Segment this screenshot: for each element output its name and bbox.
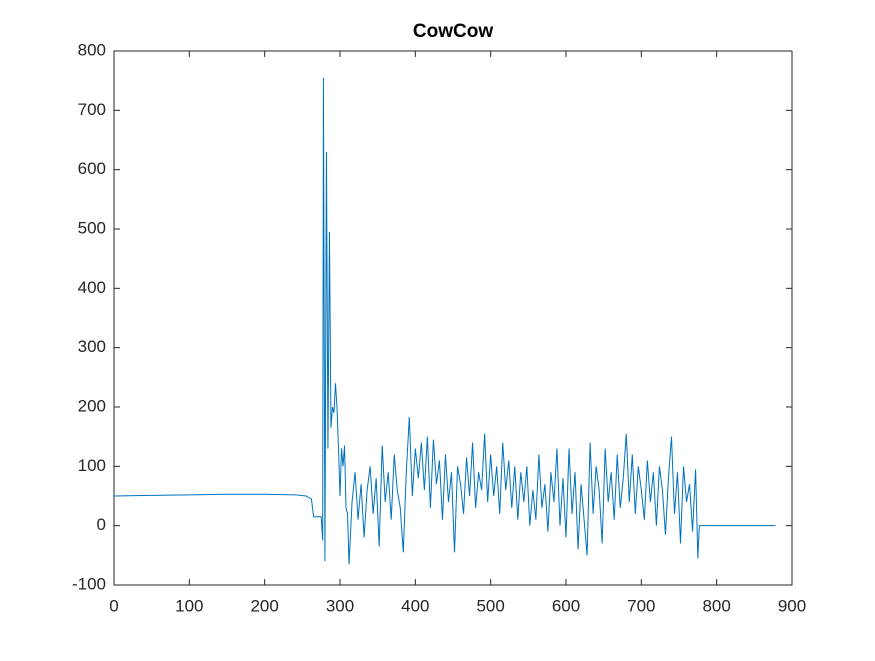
- x-tick-label: 900: [778, 596, 806, 615]
- x-tick-label: 400: [401, 596, 429, 615]
- y-tick-label: 400: [78, 278, 106, 297]
- x-tick-label: 600: [552, 596, 580, 615]
- y-tick-label: 700: [78, 100, 106, 119]
- y-tick-label: 0: [97, 515, 106, 534]
- x-tick-label: 700: [627, 596, 655, 615]
- y-tick-label: 500: [78, 218, 106, 237]
- y-tick-label: 300: [78, 337, 106, 356]
- chart-title: CowCow: [413, 21, 493, 42]
- axes-box: [113, 50, 793, 586]
- y-tick-label: 200: [78, 396, 106, 415]
- x-tick-label: 800: [702, 596, 730, 615]
- y-tick-label: 600: [78, 159, 106, 178]
- line-series: [113, 77, 776, 565]
- y-tick-label: 800: [78, 40, 106, 59]
- x-tick-label: 300: [326, 596, 354, 615]
- y-tick-label: 100: [78, 456, 106, 475]
- x-tick-label: 200: [250, 596, 278, 615]
- x-tick-label: 100: [175, 596, 203, 615]
- y-tick-label: -100: [72, 574, 106, 593]
- x-tick-label: 500: [476, 596, 504, 615]
- x-tick-label: 0: [109, 596, 118, 615]
